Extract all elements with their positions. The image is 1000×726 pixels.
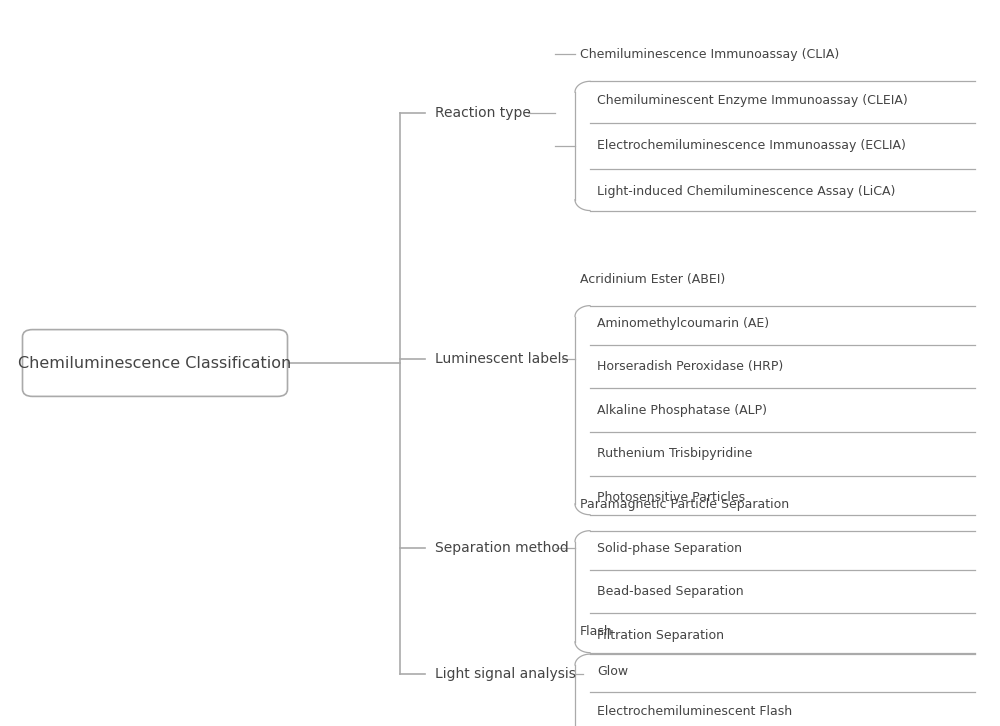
Text: Aminomethylcoumarin (AE): Aminomethylcoumarin (AE) (597, 317, 769, 330)
Text: Electrochemiluminescence Immunoassay (ECLIA): Electrochemiluminescence Immunoassay (EC… (597, 139, 906, 152)
Text: Separation method: Separation method (435, 541, 569, 555)
Text: Ruthenium Trisbipyridine: Ruthenium Trisbipyridine (597, 447, 752, 460)
Text: Glow: Glow (597, 665, 628, 678)
Text: Chemiluminescence Classification: Chemiluminescence Classification (18, 356, 292, 370)
Text: Photosensitive Particles: Photosensitive Particles (597, 491, 745, 504)
FancyBboxPatch shape (22, 330, 288, 396)
Text: Chemiluminescence Immunoassay (CLIA): Chemiluminescence Immunoassay (CLIA) (580, 48, 839, 61)
Text: Bead-based Separation: Bead-based Separation (597, 585, 744, 598)
Text: Horseradish Peroxidase (HRP): Horseradish Peroxidase (HRP) (597, 360, 783, 373)
Text: Acridinium Ester (ABEI): Acridinium Ester (ABEI) (580, 273, 725, 286)
Text: Solid-phase Separation: Solid-phase Separation (597, 542, 742, 555)
Text: Light-induced Chemiluminescence Assay (LiCA): Light-induced Chemiluminescence Assay (L… (597, 185, 895, 198)
Text: Flash: Flash (580, 625, 613, 638)
Text: Luminescent labels: Luminescent labels (435, 352, 569, 367)
Text: Reaction type: Reaction type (435, 105, 531, 120)
Text: Electrochemiluminescent Flash: Electrochemiluminescent Flash (597, 705, 792, 718)
Text: Light signal analysis: Light signal analysis (435, 666, 576, 681)
Text: Paramagnetic Particle Separation: Paramagnetic Particle Separation (580, 498, 789, 511)
Text: Chemiluminescent Enzyme Immunoassay (CLEIA): Chemiluminescent Enzyme Immunoassay (CLE… (597, 94, 908, 107)
Text: Filtration Separation: Filtration Separation (597, 629, 724, 642)
Text: Alkaline Phosphatase (ALP): Alkaline Phosphatase (ALP) (597, 404, 767, 417)
